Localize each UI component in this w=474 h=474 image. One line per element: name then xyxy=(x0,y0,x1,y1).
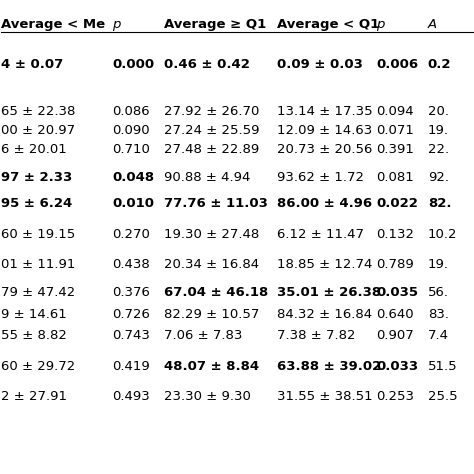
Text: 4 ± 0.07: 4 ± 0.07 xyxy=(1,58,64,71)
Text: A: A xyxy=(428,18,437,31)
Text: 56.: 56. xyxy=(428,286,449,300)
Text: 82.29 ± 10.57: 82.29 ± 10.57 xyxy=(164,308,259,321)
Text: 84.32 ± 16.84: 84.32 ± 16.84 xyxy=(277,308,372,321)
Text: 0.789: 0.789 xyxy=(376,258,414,271)
Text: 9 ± 14.61: 9 ± 14.61 xyxy=(1,308,67,321)
Text: 0.726: 0.726 xyxy=(112,308,150,321)
Text: 83.: 83. xyxy=(428,308,449,321)
Text: 86.00 ± 4.96: 86.00 ± 4.96 xyxy=(277,197,372,210)
Text: 55 ± 8.82: 55 ± 8.82 xyxy=(1,329,67,342)
Text: 0.094: 0.094 xyxy=(376,105,414,118)
Text: 10.2: 10.2 xyxy=(428,228,457,241)
Text: 0.048: 0.048 xyxy=(112,171,154,184)
Text: 19.: 19. xyxy=(428,124,449,137)
Text: Average ≥ Q1: Average ≥ Q1 xyxy=(164,18,266,31)
Text: 67.04 ± 46.18: 67.04 ± 46.18 xyxy=(164,286,268,300)
Text: 90.88 ± 4.94: 90.88 ± 4.94 xyxy=(164,171,250,184)
Text: 0.090: 0.090 xyxy=(112,124,150,137)
Text: 0.907: 0.907 xyxy=(376,329,414,342)
Text: 0.743: 0.743 xyxy=(112,329,150,342)
Text: 25.5: 25.5 xyxy=(428,390,457,403)
Text: 6.12 ± 11.47: 6.12 ± 11.47 xyxy=(277,228,364,241)
Text: 82.: 82. xyxy=(428,197,451,210)
Text: 0.438: 0.438 xyxy=(112,258,150,271)
Text: 0.006: 0.006 xyxy=(376,58,418,71)
Text: 0.253: 0.253 xyxy=(376,390,414,403)
Text: 93.62 ± 1.72: 93.62 ± 1.72 xyxy=(277,171,364,184)
Text: 35.01 ± 26.38: 35.01 ± 26.38 xyxy=(277,286,381,300)
Text: 01 ± 11.91: 01 ± 11.91 xyxy=(1,258,76,271)
Text: 22.: 22. xyxy=(428,143,449,156)
Text: 27.48 ± 22.89: 27.48 ± 22.89 xyxy=(164,143,259,156)
Text: 0.640: 0.640 xyxy=(376,308,414,321)
Text: 20.34 ± 16.84: 20.34 ± 16.84 xyxy=(164,258,259,271)
Text: 79 ± 47.42: 79 ± 47.42 xyxy=(1,286,76,300)
Text: 0.710: 0.710 xyxy=(112,143,150,156)
Text: 0.376: 0.376 xyxy=(112,286,150,300)
Text: 27.24 ± 25.59: 27.24 ± 25.59 xyxy=(164,124,259,137)
Text: 6 ± 20.01: 6 ± 20.01 xyxy=(1,143,67,156)
Text: 0.071: 0.071 xyxy=(376,124,414,137)
Text: Average < Me: Average < Me xyxy=(1,18,106,31)
Text: 92.: 92. xyxy=(428,171,449,184)
Text: 19.: 19. xyxy=(428,258,449,271)
Text: 7.06 ± 7.83: 7.06 ± 7.83 xyxy=(164,329,242,342)
Text: 0.022: 0.022 xyxy=(376,197,418,210)
Text: 0.391: 0.391 xyxy=(376,143,414,156)
Text: 31.55 ± 38.51: 31.55 ± 38.51 xyxy=(277,390,373,403)
Text: 65 ± 22.38: 65 ± 22.38 xyxy=(1,105,76,118)
Text: 0.033: 0.033 xyxy=(376,359,418,373)
Text: 13.14 ± 17.35: 13.14 ± 17.35 xyxy=(277,105,373,118)
Text: 18.85 ± 12.74: 18.85 ± 12.74 xyxy=(277,258,373,271)
Text: 0.493: 0.493 xyxy=(112,390,150,403)
Text: 7.38 ± 7.82: 7.38 ± 7.82 xyxy=(277,329,356,342)
Text: 0.09 ± 0.03: 0.09 ± 0.03 xyxy=(277,58,363,71)
Text: 27.92 ± 26.70: 27.92 ± 26.70 xyxy=(164,105,259,118)
Text: 0.035: 0.035 xyxy=(376,286,418,300)
Text: 7.4: 7.4 xyxy=(428,329,449,342)
Text: 0.010: 0.010 xyxy=(112,197,154,210)
Text: 95 ± 6.24: 95 ± 6.24 xyxy=(1,197,73,210)
Text: 51.5: 51.5 xyxy=(428,359,457,373)
Text: 97 ± 2.33: 97 ± 2.33 xyxy=(1,171,73,184)
Text: 23.30 ± 9.30: 23.30 ± 9.30 xyxy=(164,390,251,403)
Text: 0.000: 0.000 xyxy=(112,58,154,71)
Text: 20.: 20. xyxy=(428,105,449,118)
Text: 19.30 ± 27.48: 19.30 ± 27.48 xyxy=(164,228,259,241)
Text: p: p xyxy=(376,18,384,31)
Text: 0.419: 0.419 xyxy=(112,359,150,373)
Text: 0.086: 0.086 xyxy=(112,105,150,118)
Text: 0.081: 0.081 xyxy=(376,171,414,184)
Text: 77.76 ± 11.03: 77.76 ± 11.03 xyxy=(164,197,268,210)
Text: 0.132: 0.132 xyxy=(376,228,414,241)
Text: 0.46 ± 0.42: 0.46 ± 0.42 xyxy=(164,58,250,71)
Text: 2 ± 27.91: 2 ± 27.91 xyxy=(1,390,67,403)
Text: p: p xyxy=(112,18,120,31)
Text: 0.2: 0.2 xyxy=(428,58,451,71)
Text: 00 ± 20.97: 00 ± 20.97 xyxy=(1,124,75,137)
Text: 60 ± 19.15: 60 ± 19.15 xyxy=(1,228,76,241)
Text: 12.09 ± 14.63: 12.09 ± 14.63 xyxy=(277,124,372,137)
Text: 60 ± 29.72: 60 ± 29.72 xyxy=(1,359,76,373)
Text: 20.73 ± 20.56: 20.73 ± 20.56 xyxy=(277,143,373,156)
Text: 48.07 ± 8.84: 48.07 ± 8.84 xyxy=(164,359,259,373)
Text: 63.88 ± 39.02: 63.88 ± 39.02 xyxy=(277,359,381,373)
Text: Average < Q1: Average < Q1 xyxy=(277,18,379,31)
Text: 0.270: 0.270 xyxy=(112,228,150,241)
